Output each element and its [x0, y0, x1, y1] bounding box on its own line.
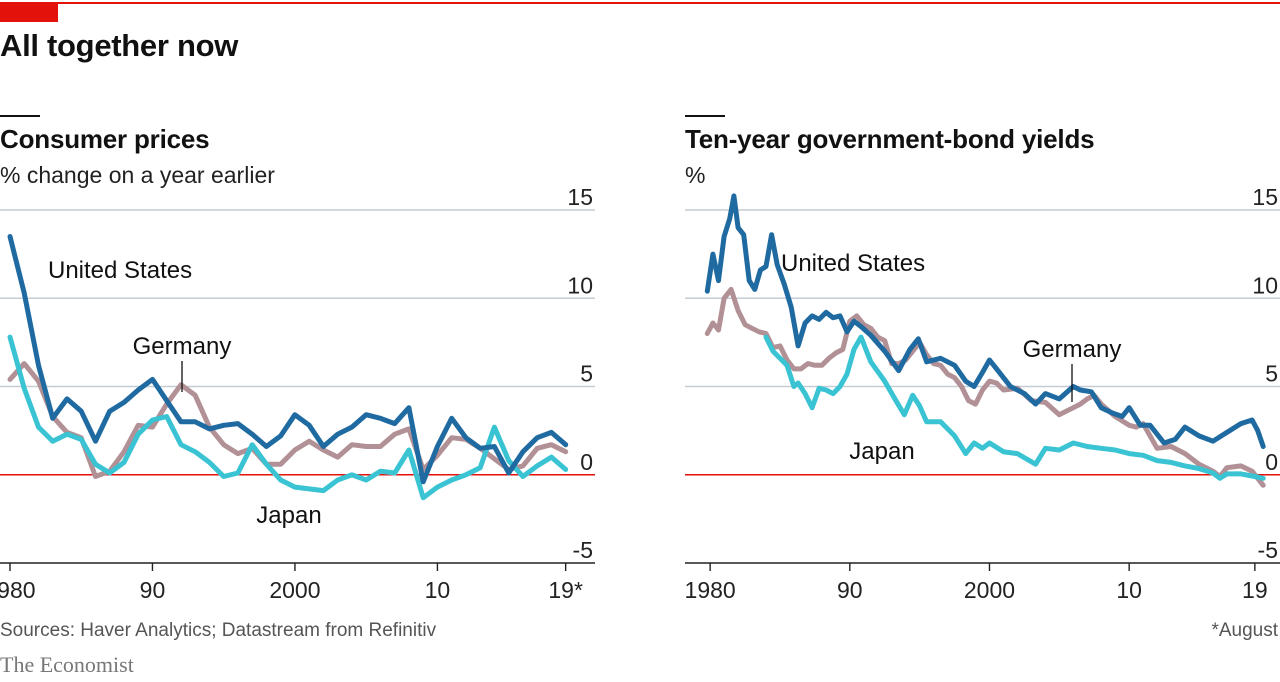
brand-logo: The Economist [0, 652, 134, 677]
series-label-germany: Germany [133, 333, 232, 360]
x-tick-label: 1980 [0, 577, 36, 603]
y-tick-label: 5 [1265, 361, 1278, 387]
y-tick-label: 15 [567, 184, 593, 210]
y-tick-label: 10 [1252, 272, 1278, 298]
x-axis-labels: 1980 90 2000 10 19* [0, 577, 583, 603]
x-tick-label: 10 [425, 577, 451, 603]
x-tick-label: 90 [140, 577, 166, 603]
y-axis-labels: 15 10 5 0 -5 [567, 184, 593, 563]
y-tick-label: 5 [580, 361, 593, 387]
series-label-united-states: United States [48, 257, 192, 284]
left-panel-rule [0, 115, 40, 117]
y-tick-label: -5 [573, 537, 593, 563]
series-label-japan: Japan [256, 502, 321, 529]
consumer-prices-chart: 15 10 5 0 -5 1980 90 2000 10 19* United States Germ… [0, 184, 595, 603]
top-red-rule [0, 2, 1280, 4]
series-line-united-states [7, 234, 569, 485]
x-tick-label: 1980 [685, 577, 736, 603]
y-tick-label: -5 [1258, 537, 1278, 563]
series-label-japan: Japan [849, 438, 914, 465]
series-label-united-states: United States [781, 250, 925, 277]
series-line-united-states [704, 193, 1266, 449]
x-tick-label: 19* [548, 577, 583, 603]
series-line-japan [7, 334, 569, 501]
series-line-japan [763, 334, 1266, 481]
bond-yields-chart: 15 10 5 0 -5 1980 90 2000 10 19 United States Germa… [685, 184, 1280, 603]
y-axis-labels: 15 10 5 0 -5 [1252, 184, 1278, 563]
left-panel-title: Consumer prices [0, 124, 210, 154]
gridlines [0, 209, 595, 476]
footnote: *August [1211, 620, 1278, 641]
source-note: Sources: Haver Analytics; Datastream fro… [0, 620, 437, 641]
x-tick-label: 10 [1116, 577, 1142, 603]
right-panel-title: Ten-year government-bond yields [685, 124, 1095, 154]
right-panel-rule [685, 115, 725, 117]
x-tick-label: 19 [1242, 577, 1268, 603]
y-tick-label: 10 [567, 272, 593, 298]
right-panel-subtitle: % [685, 162, 706, 188]
x-tick-label: 2000 [964, 577, 1015, 603]
page-title: All together now [0, 28, 239, 63]
series-label-germany: Germany [1023, 336, 1122, 363]
series-labels: United States Germany Japan [781, 250, 1121, 465]
series-labels: United States Germany Japan [48, 257, 322, 529]
y-tick-label: 0 [1265, 449, 1278, 475]
left-panel-subtitle: % change on a year earlier [0, 162, 275, 188]
x-axis-labels: 1980 90 2000 10 19 [685, 577, 1268, 603]
red-tag [0, 2, 58, 22]
y-tick-label: 0 [580, 449, 593, 475]
x-tick-label: 2000 [269, 577, 320, 603]
series-line-germany [704, 286, 1266, 488]
y-tick-label: 15 [1252, 184, 1278, 210]
x-tick-label: 90 [837, 577, 863, 603]
